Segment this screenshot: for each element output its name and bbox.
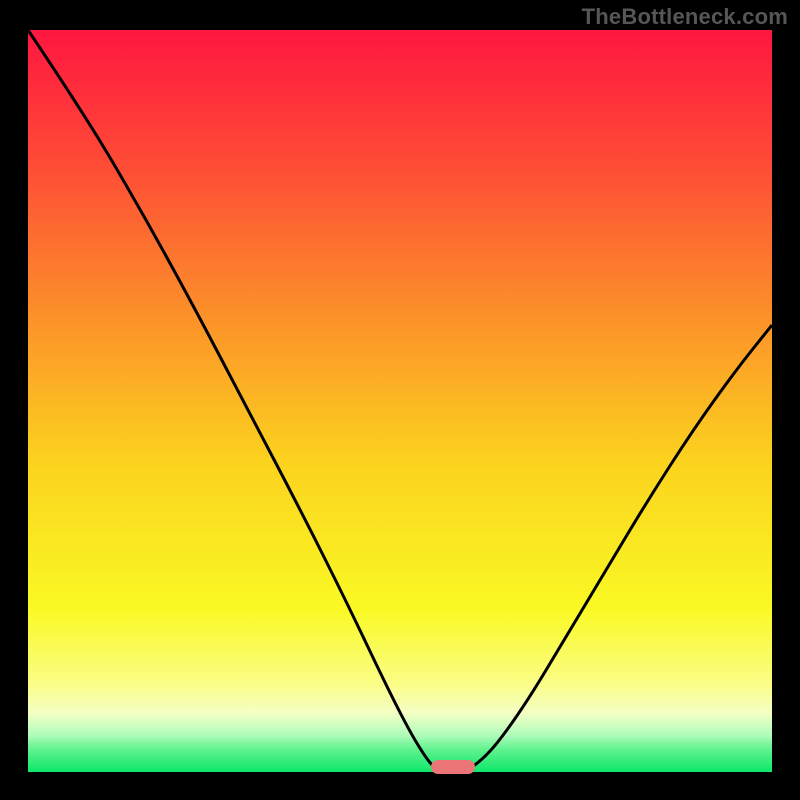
- curve-right-segment: [472, 325, 772, 767]
- optimal-marker: [431, 760, 475, 774]
- attribution-text: TheBottleneck.com: [582, 4, 788, 30]
- bottleneck-curve: [28, 30, 772, 772]
- curve-left-segment: [28, 30, 434, 767]
- chart-frame: TheBottleneck.com: [0, 0, 800, 800]
- plot-area: [28, 30, 772, 772]
